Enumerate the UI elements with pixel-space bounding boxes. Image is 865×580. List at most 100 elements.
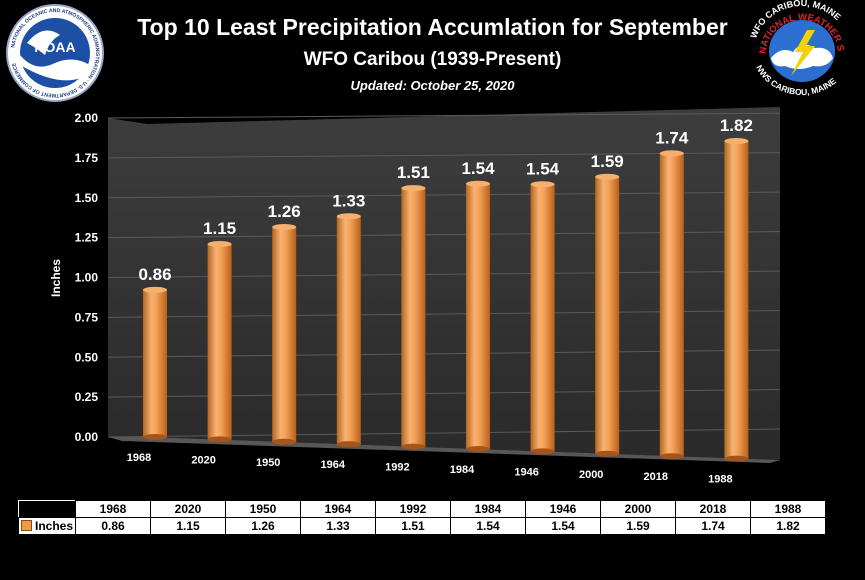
noaa-logo: NOAA NATIONAL OCEANIC AND ATMOSPHERIC AD… [6, 4, 104, 102]
bar-body [595, 176, 620, 454]
x-tick-label: 1984 [450, 464, 475, 476]
x-tick-label: 2000 [579, 469, 603, 481]
table-column-header: 2018 [675, 500, 751, 518]
noaa-logo-text: NOAA [34, 39, 75, 55]
bar-base [530, 448, 555, 455]
table-row-label-text: Inches [35, 519, 74, 533]
data-label: 1.33 [332, 191, 365, 210]
bar [401, 185, 426, 450]
table-column-header: 1984 [450, 500, 526, 518]
table-cell: 1.54 [525, 517, 601, 535]
data-label: 1.54 [526, 159, 560, 178]
data-label: 1.15 [203, 219, 236, 238]
bar-body [466, 183, 490, 449]
y-tick-label: 1.25 [75, 231, 99, 245]
bar-cap [336, 213, 361, 220]
bar-cap [724, 138, 749, 145]
bar-base [143, 434, 167, 440]
table-row-label: Inches [18, 517, 76, 535]
bar-body [272, 226, 297, 442]
bar [207, 241, 232, 443]
table-column-header: 1950 [225, 500, 301, 518]
bar [724, 138, 749, 462]
y-tick-label: 0.25 [75, 390, 99, 404]
table-column-header: 1946 [525, 500, 601, 518]
bar-body [207, 244, 232, 440]
y-tick-label: 1.50 [75, 191, 99, 205]
data-table: 1968 2020 1950 1964 1992 1984 1946 2000 2018 1988… [18, 500, 826, 535]
nws-logo: WFO CARIBOU, MAINE NATIONAL WEATHER SERV… [741, 0, 846, 97]
bar-cap [143, 286, 167, 293]
bar-cap [207, 241, 232, 248]
y-tick-label: 0.75 [75, 310, 99, 324]
bar [595, 173, 620, 457]
bar-base [401, 443, 426, 450]
bar [336, 213, 361, 448]
table-cell: 1.15 [150, 517, 226, 535]
table-cell: 1.33 [300, 517, 376, 535]
bar-base [207, 436, 232, 443]
y-tick-label: 0.00 [75, 430, 99, 444]
table-column-header: 2000 [600, 500, 676, 518]
legend-swatch [21, 520, 32, 531]
gridline [107, 112, 781, 119]
table-column-header: 1992 [375, 500, 451, 518]
table-cell: 1.54 [450, 517, 526, 535]
table-column-header: 2020 [150, 500, 226, 518]
y-tick-label: 1.00 [75, 271, 99, 285]
y-tick-label: 1.75 [75, 151, 99, 165]
bar-body [143, 289, 167, 437]
bar-cap [272, 223, 297, 230]
bar-base [595, 450, 620, 457]
bar-cap [659, 150, 684, 157]
x-tick-label: 1964 [321, 459, 346, 471]
x-tick-label: 1968 [127, 452, 151, 464]
chart-title: Top 10 Least Precipitation Accumlation f… [137, 14, 728, 40]
x-tick-label: 1946 [514, 466, 538, 478]
data-label: 1.82 [720, 116, 753, 135]
data-label: 0.86 [138, 265, 171, 284]
bar [530, 181, 555, 455]
table-header-row: 1968 2020 1950 1964 1992 1984 1946 2000 2018 1988 [18, 500, 826, 518]
table-cell: 1.26 [225, 517, 301, 535]
bar-body [530, 184, 555, 452]
bar-cap [466, 180, 490, 187]
table-row: Inches 0.86 1.15 1.26 1.33 1.51 1.54 1.54 1.59 1… [18, 517, 826, 535]
table-cell: 0.86 [75, 517, 151, 535]
x-tick-label: 1992 [385, 462, 409, 474]
x-tick-label: 1950 [256, 457, 280, 469]
bar-chart: 0.00 0.25 0.50 0.75 1.00 1.25 1.50 1.75 2.00 Inc… [49, 107, 781, 486]
bar-body [336, 216, 361, 445]
updated-date: Updated: October 25, 2020 [350, 78, 515, 93]
table-corner [18, 500, 76, 518]
data-label: 1.51 [397, 163, 430, 182]
bar [466, 180, 490, 452]
data-label: 1.74 [655, 128, 689, 147]
table-column-header: 1988 [750, 500, 826, 518]
bar-base [272, 438, 297, 445]
data-label: 1.54 [461, 159, 495, 178]
table-cell: 1.59 [600, 517, 676, 535]
bar-cap [595, 173, 620, 180]
x-tick-label: 2018 [644, 471, 668, 483]
y-axis-label: Inches [49, 259, 63, 297]
chart-subtitle: WFO Caribou (1939-Present) [303, 49, 562, 70]
bar-cap [401, 185, 426, 192]
bar-series-inches: 0.86 1.15 1.26 1.33 1.51 1.54 1.54 1.59 1.74 1.82 [138, 116, 753, 462]
table-column-header: 1968 [75, 500, 151, 518]
bar-cap [530, 181, 555, 188]
table-cell: 1.74 [675, 517, 751, 535]
x-axis-ticks: 1968 2020 1950 1964 1992 1984 1946 2000 2018 1988 [127, 452, 733, 486]
y-axis-ticks: 0.00 0.25 0.50 0.75 1.00 1.25 1.50 1.75 2.00 [75, 111, 99, 444]
data-label: 1.26 [268, 202, 301, 221]
bar [272, 223, 297, 445]
bar-base [724, 455, 749, 462]
y-tick-label: 0.50 [75, 350, 99, 364]
data-label: 1.59 [591, 152, 624, 171]
bar-base [659, 453, 684, 460]
table-cell: 1.51 [375, 517, 451, 535]
bar-base [336, 441, 361, 448]
table-cell: 1.82 [750, 517, 826, 535]
x-tick-label: 1988 [708, 474, 732, 486]
bar [143, 286, 167, 440]
